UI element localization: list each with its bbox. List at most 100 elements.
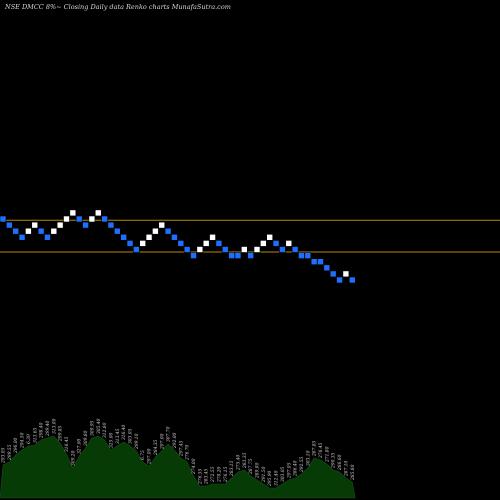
volume-label: 284.35 (154, 439, 159, 456)
renko-brick-up (50, 227, 58, 235)
volume-label: 271.80 (325, 446, 330, 463)
volume-label: 6.75 (141, 450, 146, 460)
volume-label: 299.85 (59, 425, 64, 442)
renko-brick-up (94, 209, 102, 217)
renko-brick-down (183, 246, 191, 253)
renko-brick-down (171, 234, 178, 241)
renko-brick-up (260, 240, 267, 247)
volume-label: 276.55 (198, 468, 203, 485)
renko-brick-down (329, 270, 337, 278)
renko-brick-down (348, 276, 356, 284)
volume-label: 291.50 (262, 466, 267, 483)
volume-label: 303.10 (306, 450, 311, 466)
renko-brick-up (25, 227, 32, 235)
volume-label: 313.00 (52, 418, 57, 434)
renko-brick-up (285, 240, 293, 247)
renko-brick-down (82, 221, 89, 229)
volume-label: 309.95 (90, 420, 95, 436)
renko-brick-down (44, 234, 51, 241)
renko-brick-down (304, 252, 312, 259)
renko-brick-up (69, 209, 77, 217)
volume-label: 312.80 (103, 422, 108, 438)
renko-brick-down (323, 264, 331, 272)
volume-label: 309.20 (71, 450, 76, 466)
volume-label: 294.50 (21, 432, 26, 449)
renko-brick-up (158, 221, 166, 229)
renko-brick-down (177, 240, 185, 247)
renko-brick-down (234, 252, 242, 259)
renko-brick-down (317, 258, 324, 266)
renko-brick-down (126, 240, 134, 247)
renko-brick-down (247, 252, 254, 259)
volume-label: 297.05 (287, 462, 292, 479)
volume-label: 313.65 (33, 427, 38, 443)
volume-label: 287.85 (313, 440, 318, 457)
volume-label: 298.40 (40, 422, 45, 439)
volume-label: 289.80 (256, 462, 261, 479)
renko-brick-up (63, 215, 70, 223)
volume-label: 309.80 (84, 430, 89, 446)
volume-label: 276.45 (319, 442, 324, 459)
volume-label: 303.05 (281, 466, 286, 482)
renko-brick-down (190, 252, 197, 259)
renko-brick-up (88, 215, 96, 223)
volume-label: 283.45 (205, 468, 210, 485)
volume-label: 295.90 (268, 470, 273, 487)
volume-label: 287.75 (249, 458, 254, 475)
volume-label: 274.00 (192, 458, 197, 475)
renko-brick-up (152, 227, 159, 235)
renko-brick-up (56, 221, 64, 229)
volume-label: 305.40 (97, 418, 102, 434)
renko-brick-down (298, 252, 305, 259)
renko-brick-down (221, 246, 229, 253)
volume-label: 293.05 (2, 447, 7, 464)
renko-brick-down (114, 227, 121, 235)
volume-label: 276.15 (224, 466, 229, 483)
volume-label: 292.00 (173, 432, 178, 449)
volume-label: 307.70 (167, 426, 172, 442)
volume-label: 272.55 (211, 466, 216, 483)
volume-label: 287.10 (344, 460, 349, 477)
volume-label: 275.40 (236, 454, 241, 471)
volume-area (0, 435, 356, 499)
volume-label: 312.40 (275, 470, 280, 486)
renko-brick-up (241, 246, 248, 253)
renko-brick-down (164, 227, 172, 235)
volume-label: 299.40 (46, 420, 51, 437)
chart-title: NSE DMCC 8%~ Closing Daily data Renko ch… (5, 3, 231, 11)
volume-label: 286.60 (338, 454, 343, 471)
renko-brick-down (75, 215, 83, 223)
volume-label: 297.00 (160, 433, 165, 450)
volume-label: 286.40 (294, 460, 299, 477)
renko-brick-down (272, 240, 280, 247)
volume-label: 299.10 (135, 433, 140, 450)
renko-brick-down (6, 221, 13, 229)
volume-label: 285.80 (351, 464, 356, 481)
renko-brick-down (133, 246, 140, 253)
renko-brick-down (18, 234, 26, 241)
renko-brick-down (107, 221, 115, 229)
renko-brick-up (145, 234, 153, 241)
volume-label: 327.00 (78, 438, 83, 454)
volume-label: 6.39 (27, 434, 32, 444)
renko-brick-down (336, 276, 343, 284)
renko-brick-up (202, 240, 210, 247)
volume-label: 316.40 (122, 424, 127, 440)
volume-label: 276.70 (186, 444, 191, 461)
renko-brick-up (253, 246, 261, 253)
volume-label: 278.20 (217, 466, 222, 483)
volume-label: 303.05 (129, 428, 134, 444)
volume-label: 296.00 (14, 437, 19, 454)
volume-label: 299.55 (8, 444, 13, 461)
renko-brick-down (228, 252, 235, 259)
volume-label: 283.15 (230, 460, 235, 477)
volume-label: 316.45 (65, 436, 70, 452)
volume-label: 290.35 (332, 452, 337, 469)
renko-brick-down (120, 234, 127, 241)
volume-label: 292.55 (300, 456, 305, 473)
volume-label: 283.35 (243, 452, 248, 469)
volume-label: 297.45 (179, 440, 184, 457)
volume-label: 313.45 (116, 428, 121, 444)
renko-brick-up (209, 234, 216, 241)
